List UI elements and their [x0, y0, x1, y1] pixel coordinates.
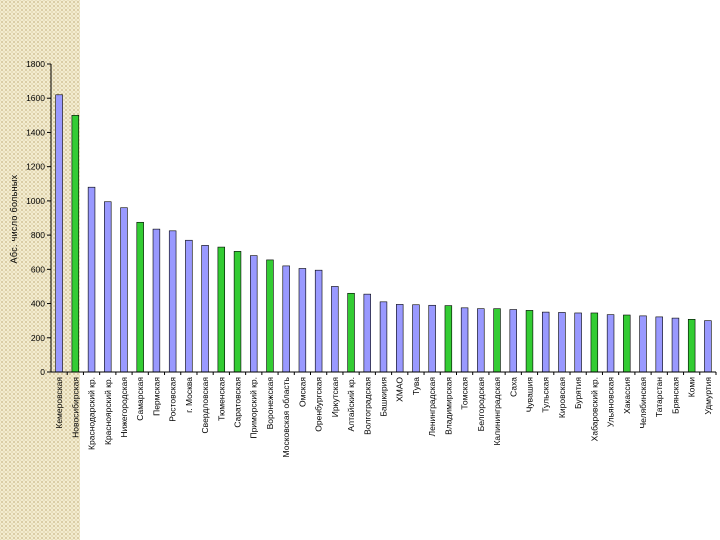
bar	[282, 265, 290, 373]
y-tick-label: 1000	[26, 196, 45, 206]
x-category-label: Омская	[297, 377, 307, 407]
x-category-label: Тува	[411, 377, 421, 395]
x-category-label: Бурятия	[573, 377, 583, 409]
bar	[87, 186, 96, 373]
y-tick-label: 400	[31, 299, 45, 309]
x-category-label: Воронежская	[265, 377, 275, 430]
bars	[55, 94, 712, 373]
decorative-left-strip	[0, 0, 80, 540]
bar	[266, 259, 274, 373]
y-tick-label: 1800	[26, 59, 45, 69]
x-category-label: Волгоградская	[362, 377, 372, 435]
bar	[444, 305, 453, 373]
x-category-label: Ростовская	[168, 377, 178, 422]
bar	[590, 312, 599, 373]
bar	[558, 312, 566, 373]
bar	[314, 269, 323, 373]
bar	[606, 314, 615, 373]
x-category-label: Коми	[687, 377, 697, 398]
x-category-label: Калининградская	[492, 377, 502, 446]
bar	[233, 251, 242, 373]
bar	[541, 311, 550, 373]
bar	[687, 318, 696, 373]
x-category-label: Чувашия	[524, 377, 534, 413]
bar	[574, 312, 582, 373]
bar	[104, 201, 112, 373]
x-category-label: Саратовская	[233, 377, 243, 428]
x-category-label: Кировская	[557, 377, 567, 418]
bar	[250, 255, 258, 373]
bar	[639, 315, 647, 373]
x-category-label: Иркутская	[330, 377, 340, 418]
x-category-label: г. Москва	[184, 377, 194, 413]
x-category-label: Новосибирская	[70, 377, 80, 438]
x-category-label: Алтайский кр.	[346, 377, 356, 432]
bar	[168, 230, 177, 373]
bar	[525, 310, 534, 373]
x-category-label: Ульяновская	[606, 377, 616, 428]
bar	[379, 301, 388, 373]
bar	[201, 245, 209, 373]
x-category-label: Томская	[460, 377, 470, 410]
bar	[412, 304, 420, 373]
x-category-label: Краснодарский кр.	[87, 377, 97, 450]
bar	[185, 239, 193, 373]
x-category-label: Приморский кр.	[249, 377, 259, 439]
x-category-label: Оренбургская	[314, 377, 324, 432]
bar	[55, 94, 63, 373]
x-category-label: Башкирия	[379, 377, 389, 417]
x-category-label: Тульская	[541, 377, 551, 413]
bar	[509, 309, 517, 373]
y-axis-ticks: 0 200 400 600 800 1000 1200 1400 1600 1800	[26, 59, 51, 377]
x-category-label: Красноярский кр.	[103, 377, 113, 445]
y-axis-title: Абс. число больных	[9, 174, 19, 263]
x-category-label: Московская область	[281, 376, 291, 457]
x-category-label: Брянская	[670, 377, 680, 414]
x-category-label: ХМАО	[395, 377, 405, 402]
bar	[363, 293, 371, 373]
bar	[217, 246, 226, 373]
x-category-label: Нижегородская	[119, 377, 129, 438]
y-tick-label: 600	[31, 264, 45, 274]
x-category-label: Тюменская	[216, 377, 226, 421]
x-category-label: Самарская	[135, 377, 145, 421]
bar	[120, 207, 128, 373]
bar	[136, 221, 144, 373]
y-tick-label: 0	[40, 367, 45, 377]
x-category-label: Удмуртия	[703, 377, 713, 415]
x-category-label: Хакассия	[622, 377, 632, 414]
bar	[428, 304, 436, 373]
x-category-label: Свердловская	[200, 377, 210, 434]
bar	[460, 307, 469, 373]
bar	[396, 304, 404, 373]
bar	[71, 115, 80, 373]
x-category-label: Челябинская	[638, 377, 648, 429]
x-category-label: Хабаровский кр.	[589, 377, 599, 441]
bar	[331, 286, 339, 373]
x-category-label: Ленинградская	[427, 377, 437, 437]
bar	[493, 308, 501, 373]
bar	[704, 320, 712, 373]
bar	[298, 268, 307, 373]
x-category-label: Саха	[508, 377, 518, 397]
y-tick-label: 1200	[26, 162, 45, 172]
x-category-label: Пермская	[151, 377, 161, 416]
y-tick-label: 800	[31, 230, 45, 240]
x-axis-labels: Кемеровская Новосибирская Краснодарский кр…	[54, 372, 717, 457]
bar	[655, 316, 663, 373]
x-category-label: Владимирская	[443, 377, 453, 435]
x-category-label: Татарстан	[654, 377, 664, 417]
bar	[671, 317, 680, 373]
x-category-label: Белгородская	[476, 377, 486, 432]
bar	[152, 228, 161, 373]
x-category-label: Кемеровская	[54, 377, 64, 429]
y-tick-label: 200	[31, 333, 45, 343]
bar	[477, 308, 485, 373]
bar	[347, 292, 355, 373]
bar	[623, 314, 631, 373]
y-tick-label: 1400	[26, 127, 45, 137]
y-tick-label: 1600	[26, 93, 45, 103]
